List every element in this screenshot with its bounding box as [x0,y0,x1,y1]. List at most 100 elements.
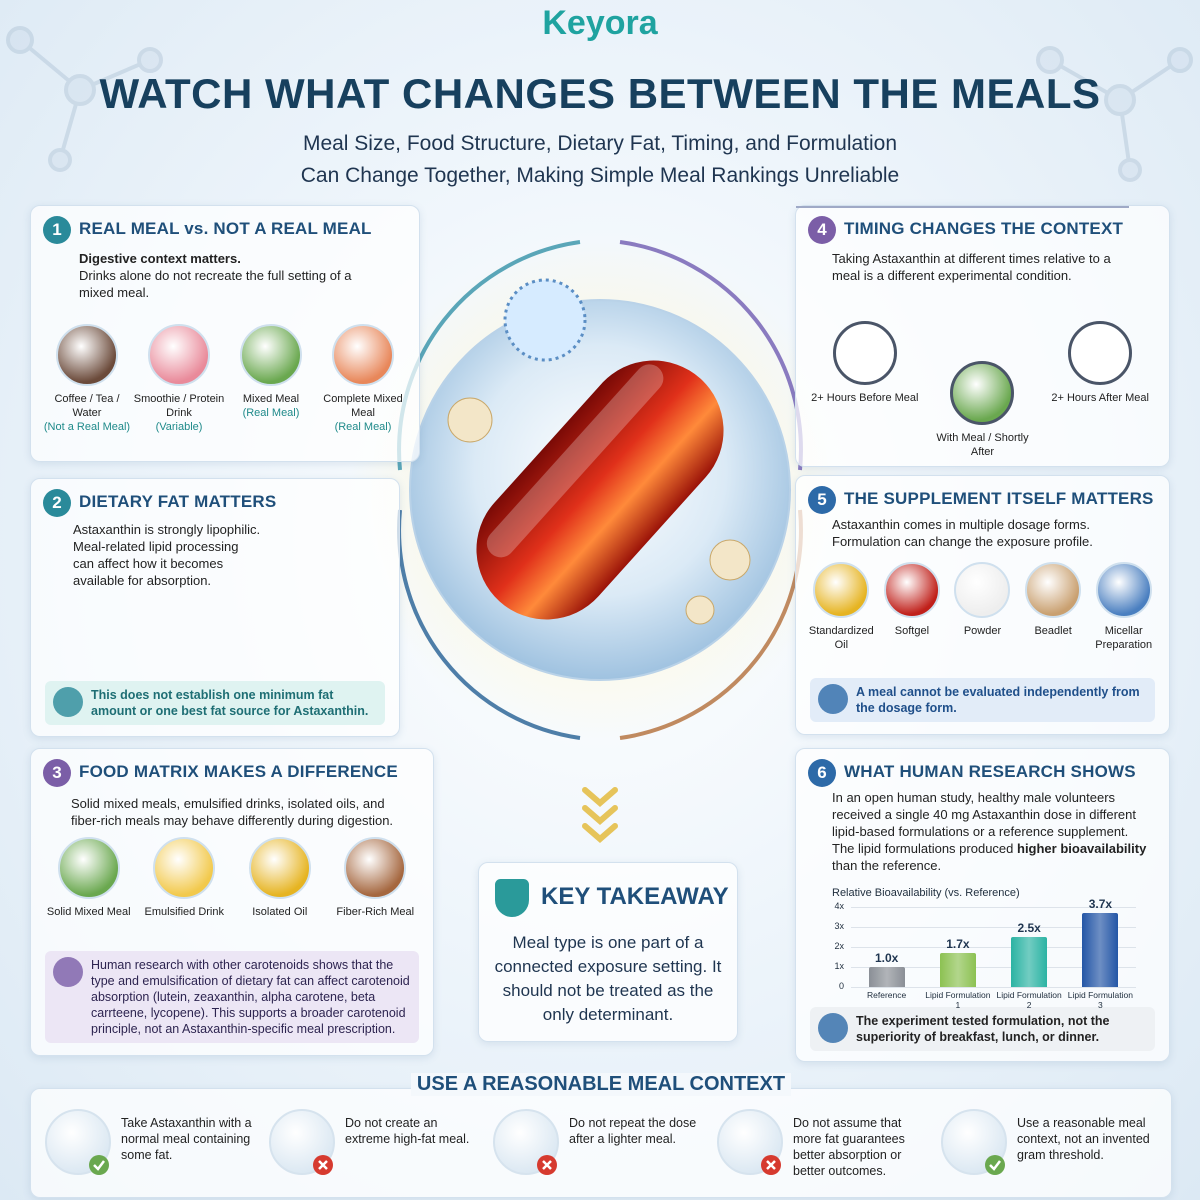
section-title: REAL MEAL vs. NOT A REAL MEAL [79,219,372,238]
footer-item: Do not repeat the dose after a lighter m… [493,1109,713,1189]
item-label: Mixed Meal [242,393,300,405]
item-label: Smoothie / Protein Drink [133,393,225,419]
item: Beadlet [1018,562,1089,638]
note-box: This does not establish one minimum fat … [45,681,385,725]
bar [1011,937,1048,987]
body-text: Solid mixed meals, emulsified drinks, is… [71,796,394,828]
shield-icon [495,879,529,917]
chart-title: Relative Bioavailability (vs. Reference) [832,887,1020,899]
note-box: A meal cannot be evaluated independently… [810,678,1155,722]
note-text: This does not establish one minimum fat … [91,688,369,718]
item-icon [248,837,311,899]
item-label: Solid Mixed Meal [46,906,131,918]
item-note: (Not a Real Meal) [43,421,131,433]
clock-icon [832,321,897,385]
item-icon [813,562,870,618]
section-panel: 1 REAL MEAL vs. NOT A REAL MEAL Digestive … [30,205,420,462]
item: Fiber-Rich Meal [328,837,424,919]
section-title: THE SUPPLEMENT ITSELF MATTERS [844,489,1154,508]
grid-line [851,927,1136,928]
section-title: TIMING CHANGES THE CONTEXT [844,219,1124,238]
brand: Keyora [542,4,658,42]
clock-icon [1068,321,1133,385]
note-text: The experiment tested formulation, not t… [856,1014,1110,1044]
y-tick-label: 0 [838,981,844,991]
value-label: 1.7x [946,937,970,951]
value-label: 3.7x [1088,897,1113,911]
item-label: With Meal / Shortly After [936,432,1029,458]
item: With Meal / Shortly After [924,361,1042,459]
note-icon [818,1013,848,1043]
section-body: Solid mixed meals, emulsified drinks, is… [71,795,411,829]
footer-text: Do not create an extreme high-fat meal. [345,1116,470,1146]
x-tick-label: Lipid Formulation 3 [1067,990,1133,1010]
section-title: WHAT HUMAN RESEARCH SHOWS [844,762,1136,781]
section-panel: 6 WHAT HUMAN RESEARCH SHOWS In an open hum… [795,748,1170,1062]
item-icon [56,324,118,386]
section-title: FOOD MATRIX MAKES A DIFFERENCE [79,762,398,781]
item-label: Coffee / Tea / Water [54,393,120,419]
note-box: The experiment tested formulation, not t… [810,1007,1155,1051]
x-tick-label: Reference [867,990,907,1000]
note-icon [818,684,848,714]
footer-text: Do not assume that more fat guarantees b… [793,1116,905,1178]
body-text: In an open human study, healthy male vol… [832,790,1137,856]
grid-line [851,907,1136,908]
value-label: 2.5x [1017,921,1041,935]
section-panel: 3 FOOD MATRIX MAKES A DIFFERENCE Solid mix… [30,748,434,1056]
item: 2+ Hours Before Meal [806,321,924,405]
clock-icon [950,361,1015,425]
item-label: Fiber-Rich Meal [336,906,415,918]
takeaway-box: KEY TAKEAWAY Meal type is one part of a c… [478,862,738,1042]
takeaway-title: KEY TAKEAWAY [541,883,729,910]
footer-text: Do not repeat the dose after a lighter m… [569,1116,697,1146]
body-text: Astaxanthin is strongly lipophilic. Meal… [73,522,261,588]
item: Softgel [877,562,948,638]
note-icon [53,957,83,987]
item-label: Complete Mixed Meal [323,393,403,419]
y-tick-label: 1x [834,961,844,971]
check-badge [89,1155,109,1175]
footer-item: Do not assume that more fat guarantees b… [717,1109,937,1189]
body-text: Astaxanthin comes in multiple dosage for… [832,517,1093,549]
item: Emulsified Drink [137,837,233,919]
section-panel: 5 THE SUPPLEMENT ITSELF MATTERS Astaxanthi… [795,475,1170,735]
item-icon [57,837,120,899]
item-label: Micellar Preparation [1095,625,1153,651]
footer-text: Use a reasonable meal context, not an in… [1017,1116,1150,1162]
section-body: Taking Astaxanthin at different times re… [832,250,1132,284]
item-icon [1095,562,1152,618]
bar [868,967,905,987]
body-text: Drinks alone do not recreate the full se… [79,268,352,300]
item-label: 2+ Hours After Meal [1051,392,1149,404]
footer-item: Use a reasonable meal context, not an in… [941,1109,1161,1189]
body-text: higher bioavailability [1017,841,1147,856]
section-title: DIETARY FAT MATTERS [79,492,277,511]
section-number: 3 [43,759,71,787]
item-icon [954,562,1011,618]
section-panel: 4 TIMING CHANGES THE CONTEXT Taking Astaxa… [795,205,1170,467]
item: Solid Mixed Meal [41,837,137,919]
item-label: Powder [963,625,1002,637]
item-icon [240,324,302,386]
footer-item: Take Astaxanthin with a normal meal cont… [45,1109,265,1189]
item: Isolated Oil [232,837,328,919]
section-panel: 2 DIETARY FAT MATTERS Astaxanthin is stron… [30,478,400,737]
item: Powder [947,562,1018,638]
takeaway-text: Meal type is one part of a connected exp… [494,933,722,1024]
section-number: 5 [808,486,836,514]
item: Coffee / Tea / Water (Not a Real Meal) [41,324,133,434]
check-badge [985,1155,1005,1175]
y-tick-label: 2x [834,941,844,951]
item: Micellar Preparation [1088,562,1159,652]
x-tick-label: Lipid Formulation 1 [925,990,991,1010]
item: Smoothie / Protein Drink (Variable) [133,324,225,434]
note-text: Human research with other carotenoids sh… [91,958,410,1036]
item: 2+ Hours After Meal [1041,321,1159,405]
bar [1082,913,1119,987]
item: Standardized Oil [806,562,877,652]
section-number: 1 [43,216,71,244]
note-box: Human research with other carotenoids sh… [45,951,419,1043]
